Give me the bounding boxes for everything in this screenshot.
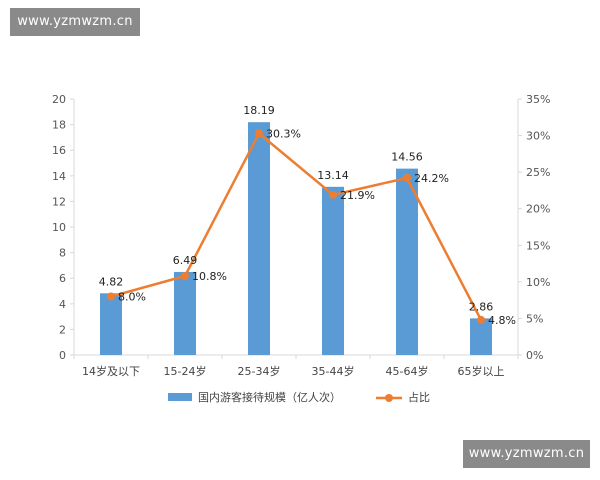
x-tick-label: 35-44岁 — [312, 364, 355, 378]
share-value-label: 8.0% — [118, 290, 146, 303]
bar — [174, 271, 196, 355]
bar-value-label: 14.56 — [391, 151, 423, 164]
y-right-tick-label: 20% — [526, 203, 550, 216]
share-value-label: 24.2% — [414, 172, 449, 185]
line-series — [107, 129, 485, 324]
share-point — [107, 292, 115, 301]
share-point — [181, 272, 189, 281]
legend-line-label: 占比 — [408, 390, 430, 404]
y-left-tick-label: 20 — [52, 93, 66, 106]
y-left-tick-label: 6 — [59, 272, 66, 285]
y-left-tick-label: 8 — [59, 247, 66, 260]
x-tick-label: 25-34岁 — [238, 364, 281, 378]
y-left-tick-label: 14 — [52, 170, 66, 183]
y-right-tick-label: 15% — [526, 239, 550, 252]
bar-value-label: 18.19 — [243, 104, 275, 117]
chart-axes: 0 2 4 6 8 10 12 14 16 18 20 0% 5% 10% 15% 20% 25% 30% 35% 1… — [52, 93, 550, 378]
y-right-tick-label: 35% — [526, 93, 550, 106]
y-left-tick-label: 0 — [59, 349, 66, 362]
bar — [100, 293, 122, 355]
x-tick-label: 65岁以上 — [458, 364, 505, 378]
share-point — [255, 129, 263, 138]
chart-legend[interactable]: 国内游客接待规模（亿人次） 占比 — [168, 390, 430, 404]
y-left-tick-label: 18 — [52, 119, 66, 132]
x-tick-label: 14岁及以下 — [82, 364, 140, 378]
bar-series — [100, 122, 492, 355]
legend-bar-swatch — [168, 393, 192, 401]
legend-bar-label: 国内游客接待规模（亿人次） — [198, 390, 341, 404]
watermark-bottom: www.yzmwzm.cn — [463, 440, 590, 468]
share-point — [329, 190, 337, 199]
legend-line-marker — [385, 394, 393, 402]
bar-value-label: 4.82 — [99, 275, 124, 288]
share-value-label: 30.3% — [266, 127, 301, 140]
bar-value-label: 6.49 — [173, 254, 198, 267]
bar — [248, 122, 270, 355]
y-right-tick-label: 10% — [526, 276, 550, 289]
y-left-tick-label: 10 — [52, 221, 66, 234]
share-value-label: 21.9% — [340, 189, 375, 202]
y-left-tick-label: 16 — [52, 144, 66, 157]
watermark-top: www.yzmwzm.cn — [10, 8, 140, 36]
bar — [322, 186, 344, 355]
y-right-tick-label: 0% — [526, 349, 543, 362]
data-labels: 4.82 6.49 18.19 13.14 14.56 2.86 8.0% 10.8% 30.3… — [99, 104, 516, 327]
y-left-tick-label: 2 — [59, 323, 66, 336]
x-tick-label: 15-24岁 — [164, 364, 207, 378]
bar-value-label: 13.14 — [317, 169, 349, 182]
y-left-tick-label: 4 — [59, 298, 66, 311]
y-right-tick-label: 30% — [526, 130, 550, 143]
y-left-tick-label: 12 — [52, 195, 66, 208]
bar — [470, 318, 492, 355]
share-point — [403, 173, 411, 182]
share-line — [110, 132, 483, 321]
x-tick-label: 45-64岁 — [386, 364, 429, 378]
share-value-label: 4.8% — [488, 314, 516, 327]
share-value-label: 10.8% — [192, 270, 227, 283]
bar-value-label: 2.86 — [469, 300, 494, 313]
y-right-tick-label: 25% — [526, 166, 550, 179]
bar — [396, 168, 418, 355]
share-point — [477, 315, 485, 324]
y-right-tick-label: 5% — [526, 312, 543, 325]
